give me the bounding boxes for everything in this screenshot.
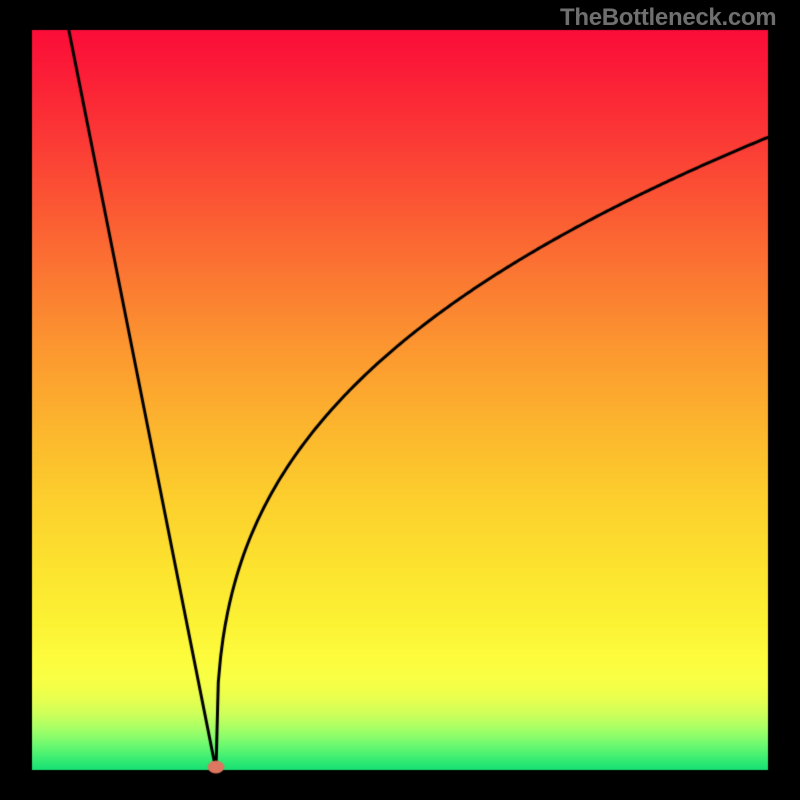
bottleneck-canvas [0, 0, 800, 800]
chart-container: TheBottleneck.com [0, 0, 800, 800]
